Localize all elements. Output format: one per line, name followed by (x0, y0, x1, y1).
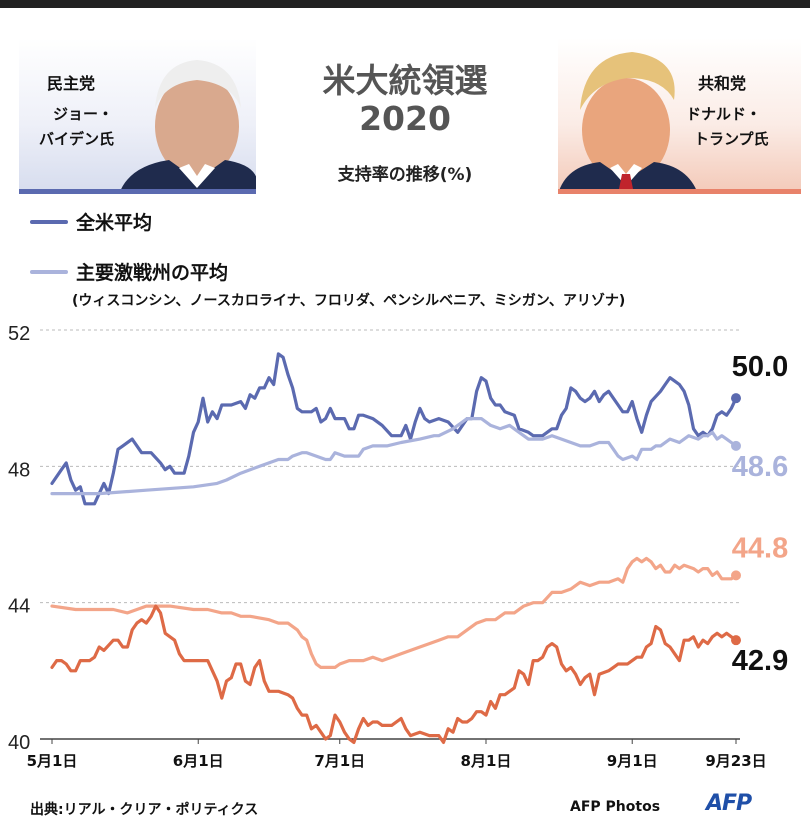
grid-layer (40, 329, 740, 744)
series-line-1 (50, 417, 738, 496)
biden-panel-underline (19, 189, 256, 194)
trump-name-line1: ドナルド・ (686, 105, 762, 123)
y-tick-label-52: 52 (8, 323, 30, 345)
series-end-dot-1 (731, 440, 741, 451)
x-tick-label-1: 6月1日 (173, 752, 224, 770)
series-line-2 (50, 556, 738, 669)
x-tick-label-4: 9月1日 (607, 752, 658, 770)
legend-national-swatch (30, 219, 68, 224)
series-end-label-1: 48.6 (732, 451, 788, 483)
legend-battleground: 主要激戦州の平均 (30, 258, 228, 285)
chart-subtitle: 支持率の推移(%) (337, 165, 473, 185)
trump-panel-underline (558, 189, 801, 194)
series-end-dot-2 (731, 570, 741, 581)
title-line1: 米大統領選 (322, 61, 488, 100)
top-bar (0, 0, 810, 8)
biden-panel: 民主党 ジョー・ バイデン氏 (19, 38, 256, 194)
legend-battleground-label: 主要激戦州の平均 (76, 262, 229, 284)
series-end-dot-3 (731, 635, 741, 646)
afp-logo: AFP (706, 791, 752, 816)
biden-name-line2: バイデン氏 (39, 130, 115, 148)
series-end-label-2: 44.8 (732, 532, 788, 564)
series-end-label-0: 50.0 (732, 351, 788, 383)
series-line-3 (50, 604, 738, 744)
legend-national: 全米平均 (30, 208, 152, 235)
series-layer (50, 352, 741, 744)
biden-portrait (119, 60, 256, 194)
series-line-0 (50, 352, 738, 506)
x-tick-label-5: 9月23日 (705, 752, 766, 770)
title-line2: 2020 (359, 99, 451, 138)
legend-national-label: 全米平均 (76, 212, 153, 234)
series-end-label-3: 42.9 (732, 645, 788, 677)
chart-title: 米大統領選 2020 (280, 62, 530, 138)
x-tick-label-2: 7月1日 (314, 752, 365, 770)
photo-credit: AFP Photos (570, 799, 661, 815)
trump-name-line2: トランプ氏 (694, 130, 769, 148)
y-tick-label-40: 40 (8, 732, 30, 754)
legend-battleground-states: (ウィスコンシン、ノースカロライナ、フロリダ、ペンシルベニア、ミシガン、アリゾナ… (72, 293, 626, 309)
biden-party: 民主党 (47, 74, 96, 93)
legend-battleground-swatch (30, 269, 68, 274)
y-tick-label-44: 44 (8, 596, 30, 618)
x-tick-label-0: 5月1日 (27, 752, 78, 770)
source-note: 出典:リアル・クリア・ポリティクス (30, 802, 259, 818)
y-tick-label-48: 48 (8, 459, 30, 481)
trump-party: 共和党 (698, 74, 747, 93)
trump-panel: 共和党 ドナルド・ トランプ氏 (558, 38, 801, 194)
series-end-dot-0 (731, 393, 741, 404)
biden-name-line1: ジョー・ (53, 105, 114, 123)
x-tick-label-3: 8月1日 (461, 752, 512, 770)
